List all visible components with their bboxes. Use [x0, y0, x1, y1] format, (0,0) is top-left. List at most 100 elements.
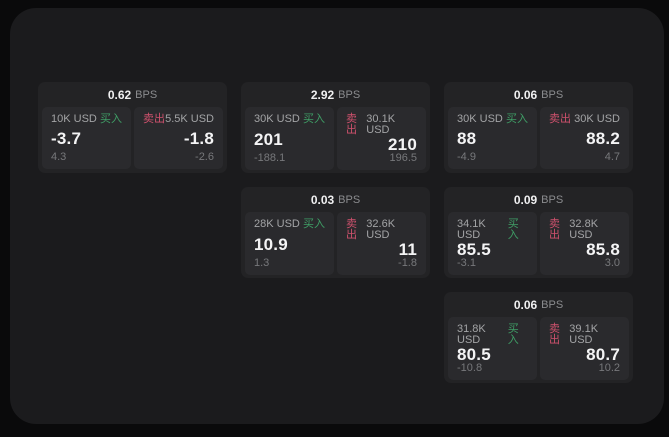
- buy-label: 买入: [303, 113, 325, 125]
- buy-price: 85.5: [457, 240, 491, 259]
- card-body: 30K USD 买入 201 -188.1 卖出 30.1K USD 210 1…: [241, 107, 430, 174]
- buy-tile[interactable]: 28K USD 买入 10.9 1.3: [245, 212, 334, 275]
- card-body: 34.1K USD 买入 85.5 -3.1 卖出 32.8K USD 85.8…: [444, 212, 633, 279]
- sell-price: 88.2: [586, 129, 620, 148]
- card-header: 0.06 BPS: [444, 82, 633, 107]
- sell-tile-header: 卖出 30.1K USD: [346, 114, 417, 136]
- sell-delta: -2.6: [195, 151, 214, 163]
- sell-price: 11: [398, 240, 417, 259]
- bps-unit-label: BPS: [541, 298, 564, 311]
- bps-value: 2.92: [310, 87, 335, 102]
- sell-tile-header: 卖出 30K USD: [549, 114, 620, 125]
- card-body: 30K USD 买入 88 -4.9 卖出 30K USD 88.2 4.7: [444, 107, 633, 173]
- card-body: 10K USD 买入 -3.7 4.3 卖出 5.5K USD -1.8 -2.…: [38, 107, 227, 173]
- buy-price: -3.7: [51, 129, 82, 148]
- buy-tile[interactable]: 31.8K USD 买入 80.5 -10.8: [448, 317, 537, 380]
- buy-tile[interactable]: 10K USD 买入 -3.7 4.3: [42, 107, 131, 169]
- sell-tile-header: 卖出 32.6K USD: [346, 219, 417, 241]
- buy-size: 28K USD: [254, 218, 300, 230]
- sell-label: 卖出: [346, 218, 357, 241]
- sell-tile[interactable]: 卖出 32.8K USD 85.8 3.0: [540, 212, 629, 275]
- bps-value: 0.06: [513, 87, 538, 102]
- card-header: 0.06 BPS: [444, 292, 633, 317]
- buy-size: 10K USD: [51, 113, 97, 125]
- card-body: 31.8K USD 买入 80.5 -10.8 卖出 39.1K USD 80.…: [444, 317, 633, 384]
- sell-label: 卖出: [346, 113, 357, 136]
- card-header: 0.09 BPS: [444, 187, 633, 212]
- buy-tile[interactable]: 30K USD 买入 201 -188.1: [245, 107, 334, 170]
- buy-delta: -4.9: [457, 151, 476, 163]
- buy-delta: -188.1: [254, 152, 286, 164]
- buy-tile[interactable]: 30K USD 买入 88 -4.9: [448, 107, 537, 169]
- buy-tile-header: 30K USD 买入: [457, 114, 528, 125]
- buy-tile-header: 30K USD 买入: [254, 114, 325, 125]
- buy-delta: 4.3: [51, 151, 67, 163]
- sell-delta: 3.0: [604, 257, 620, 269]
- bps-unit-label: BPS: [135, 88, 158, 101]
- sell-delta: -1.8: [398, 257, 417, 269]
- sell-size: 30.1K USD: [366, 113, 396, 136]
- buy-size: 31.8K USD: [457, 323, 486, 346]
- sell-size: 32.6K USD: [366, 218, 396, 241]
- sell-size: 32.8K USD: [569, 218, 599, 241]
- buy-label: 买入: [507, 218, 519, 241]
- buy-delta: -10.8: [457, 362, 483, 374]
- sell-label: 卖出: [549, 323, 560, 346]
- sell-delta: 196.5: [389, 152, 417, 164]
- sell-size: 5.5K USD: [165, 113, 214, 125]
- buy-price: 10.9: [254, 234, 288, 254]
- sell-label: 卖出: [549, 218, 560, 241]
- quote-card: 0.06 BPS 31.8K USD 买入 80.5 -10.8 卖出 39.1…: [444, 292, 633, 383]
- sell-tile[interactable]: 卖出 39.1K USD 80.7 10.2: [540, 317, 629, 380]
- quote-grid: 0.62 BPS 10K USD 买入 -3.7 4.3 卖出 5.5K USD…: [38, 82, 633, 383]
- buy-price: 88: [457, 129, 477, 148]
- sell-size: 30K USD: [574, 113, 620, 125]
- sell-price: 85.8: [586, 240, 620, 259]
- buy-tile-header: 34.1K USD 买入: [457, 219, 528, 241]
- sell-price: -1.8: [183, 129, 214, 148]
- bps-unit-label: BPS: [541, 88, 564, 101]
- card-header: 0.62 BPS: [38, 82, 227, 107]
- buy-label: 买入: [507, 323, 519, 346]
- buy-label: 买入: [506, 113, 528, 125]
- buy-tile-header: 10K USD 买入: [51, 114, 122, 125]
- quote-card: 2.92 BPS 30K USD 买入 201 -188.1 卖出 30.1K …: [241, 82, 430, 173]
- buy-label: 买入: [100, 113, 122, 125]
- sell-tile[interactable]: 卖出 30K USD 88.2 4.7: [540, 107, 629, 169]
- sell-tile[interactable]: 卖出 32.6K USD 11 -1.8: [337, 212, 426, 275]
- buy-price: 201: [254, 129, 283, 149]
- buy-tile-header: 31.8K USD 买入: [457, 324, 528, 346]
- bps-unit-label: BPS: [338, 88, 361, 101]
- sell-label: 卖出: [549, 113, 571, 125]
- sell-price: 80.7: [586, 345, 620, 364]
- buy-size: 34.1K USD: [457, 218, 486, 241]
- bps-value: 0.62: [107, 87, 132, 102]
- sell-tile-header: 卖出 5.5K USD: [143, 114, 214, 125]
- buy-price: 80.5: [457, 345, 491, 364]
- card-body: 28K USD 买入 10.9 1.3 卖出 32.6K USD 11 -1.8: [241, 212, 430, 279]
- quote-card: 0.62 BPS 10K USD 买入 -3.7 4.3 卖出 5.5K USD…: [38, 82, 227, 173]
- buy-tile-header: 28K USD 买入: [254, 219, 325, 230]
- bps-value: 0.03: [310, 192, 335, 207]
- quote-card: 0.06 BPS 30K USD 买入 88 -4.9 卖出 30K USD 8…: [444, 82, 633, 173]
- sell-tile[interactable]: 卖出 5.5K USD -1.8 -2.6: [134, 107, 223, 169]
- buy-tile[interactable]: 34.1K USD 买入 85.5 -3.1: [448, 212, 537, 275]
- sell-price: 210: [388, 135, 417, 154]
- card-header: 0.03 BPS: [241, 187, 430, 212]
- bps-value: 0.09: [513, 192, 538, 207]
- sell-label: 卖出: [143, 113, 165, 125]
- sell-tile-header: 卖出 39.1K USD: [549, 324, 620, 346]
- bps-unit-label: BPS: [541, 193, 564, 206]
- sell-delta: 4.7: [604, 151, 620, 163]
- buy-size: 30K USD: [254, 113, 300, 125]
- bps-value: 0.06: [513, 297, 538, 312]
- card-header: 2.92 BPS: [241, 82, 430, 107]
- sell-tile[interactable]: 卖出 30.1K USD 210 196.5: [337, 107, 426, 170]
- buy-delta: 1.3: [254, 257, 270, 269]
- buy-size: 30K USD: [457, 113, 503, 125]
- quote-card: 0.03 BPS 28K USD 买入 10.9 1.3 卖出 32.6K US…: [241, 187, 430, 278]
- buy-delta: -3.1: [457, 257, 476, 269]
- bps-unit-label: BPS: [338, 193, 361, 206]
- quote-card: 0.09 BPS 34.1K USD 买入 85.5 -3.1 卖出 32.8K…: [444, 187, 633, 278]
- sell-size: 39.1K USD: [569, 323, 599, 346]
